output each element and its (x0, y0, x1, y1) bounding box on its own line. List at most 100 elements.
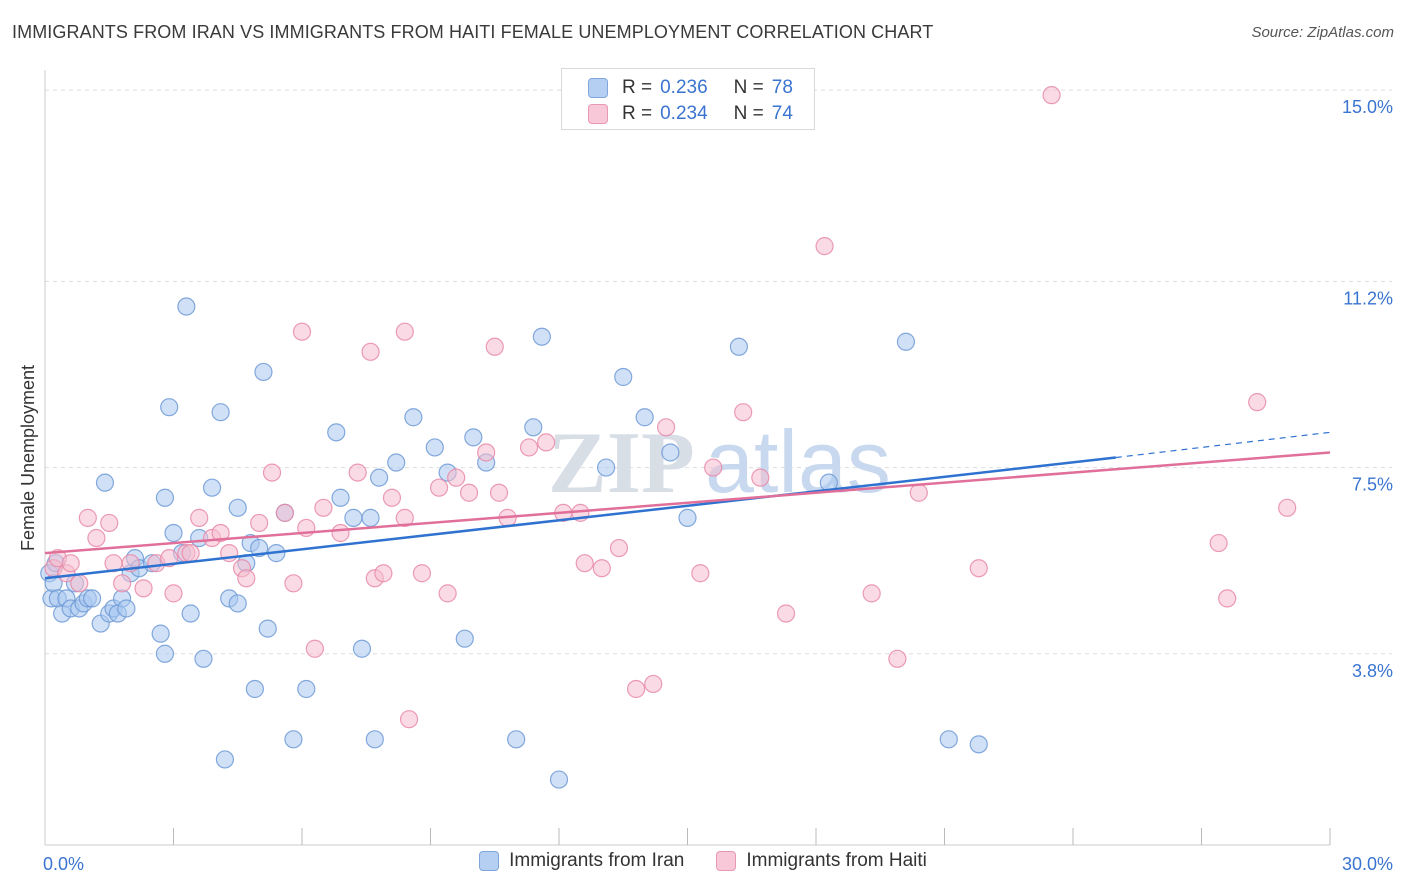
iran-point (939, 730, 958, 749)
iran-point (352, 639, 372, 658)
trend-lines (44, 431, 1331, 580)
haiti-point (519, 438, 539, 457)
legend-n-value: 78 (771, 77, 793, 98)
legend-n-label: N = (733, 77, 764, 98)
haiti-point (909, 483, 928, 502)
haiti-point (626, 679, 646, 699)
iran-point (215, 750, 234, 769)
axes (44, 70, 1331, 846)
haiti-point (395, 508, 414, 527)
series-legend-iran[interactable]: Immigrants from Iran (479, 850, 684, 872)
series-legend-haiti[interactable]: Immigrants from Haiti (716, 850, 927, 872)
haiti-point (429, 478, 449, 497)
iran-point (155, 644, 175, 663)
haiti-point (134, 579, 153, 598)
y-tick-label: 7.5% (1352, 475, 1393, 495)
iran-point (678, 508, 697, 527)
iran-point (228, 594, 247, 613)
iran-point (202, 478, 222, 497)
x-tick-label: 30.0% (1342, 854, 1393, 874)
haiti-point (656, 418, 676, 437)
legend-row-iran: R = 0.236 N = 78 (588, 76, 793, 100)
haiti-point (1209, 533, 1228, 553)
watermark-atlas: atlas (705, 412, 891, 511)
iran-point (331, 488, 350, 507)
iran-point (284, 730, 303, 749)
haiti-point (1248, 393, 1267, 412)
haiti-point (284, 574, 303, 593)
iran-point (194, 649, 213, 668)
haiti-point (575, 554, 594, 573)
haiti-point (314, 498, 333, 517)
iran-point (969, 735, 988, 754)
series-label-iran: Immigrants from Iran (509, 850, 685, 871)
haiti-point (160, 549, 179, 568)
legend-swatch-haiti (588, 104, 608, 124)
iran-point (549, 770, 569, 789)
haiti-point (776, 604, 796, 623)
haiti-point (691, 564, 710, 583)
iran-point (661, 443, 680, 462)
haiti-point (412, 564, 432, 583)
iran-point (370, 468, 389, 487)
iran-point (361, 508, 380, 527)
haiti-point (61, 554, 80, 573)
tick-labels: 3.8% 7.5% 11.2% 15.0% 0.0% 30.0% (43, 97, 1393, 874)
legend-r-label: R = (622, 77, 653, 98)
haiti-point (395, 322, 414, 341)
haiti-point (348, 463, 367, 482)
iran-point (425, 438, 444, 457)
source-label: Source: ZipAtlas.com (1251, 24, 1394, 41)
iran-point (455, 629, 474, 648)
haiti-point (644, 674, 663, 694)
correlation-legend: R = 0.236 N = 78 R = 0.234 N = 74 (561, 68, 815, 130)
iran-point (327, 423, 346, 442)
haiti-point (888, 649, 907, 668)
haiti-point (164, 584, 183, 603)
series-legend: Immigrants from Iran Immigrants from Hai… (0, 850, 1406, 872)
haiti-point (751, 468, 770, 487)
haiti-point (181, 544, 200, 563)
iran-point (155, 488, 175, 507)
iran-point (228, 498, 247, 517)
haiti-point (485, 337, 504, 356)
legend-r-value: 0.236 (660, 77, 708, 98)
iran-point (729, 337, 749, 356)
iran-point (344, 508, 363, 527)
iran-point (507, 730, 526, 749)
haiti-point (361, 342, 380, 361)
y-axis-label: Female Unemployment (18, 365, 38, 551)
series-swatch-haiti (716, 851, 737, 871)
iran-point (258, 619, 277, 638)
haiti-point (275, 503, 294, 522)
legend-n-value: 74 (771, 103, 793, 124)
haiti-point (237, 569, 256, 588)
iran-point (524, 418, 543, 437)
chart-title: IMMIGRANTS FROM IRAN VS IMMIGRANTS FROM … (12, 22, 934, 42)
legend-r-label: R = (622, 103, 653, 124)
haiti-point (305, 639, 324, 658)
legend-r-value: 0.234 (660, 103, 708, 124)
iran-point (211, 403, 230, 422)
haiti-point (262, 463, 282, 482)
iran-point (181, 604, 200, 623)
iran-point (597, 458, 616, 477)
haiti-point (211, 523, 230, 543)
haiti-point (100, 513, 119, 533)
haiti-point (734, 403, 753, 422)
haiti-point (399, 710, 419, 729)
haiti-point (704, 458, 723, 477)
haiti-point (489, 483, 509, 502)
iran-point (635, 408, 654, 427)
iran-point (245, 679, 264, 699)
iran-point (532, 327, 551, 346)
haiti-point (537, 433, 556, 452)
haiti-point (459, 483, 479, 502)
series-swatch-iran (479, 851, 500, 871)
haiti-point (438, 584, 457, 603)
iran-point (250, 538, 269, 558)
series-label-haiti: Immigrants from Haiti (746, 850, 927, 871)
data-points (40, 86, 1297, 789)
haiti-point (78, 508, 97, 527)
